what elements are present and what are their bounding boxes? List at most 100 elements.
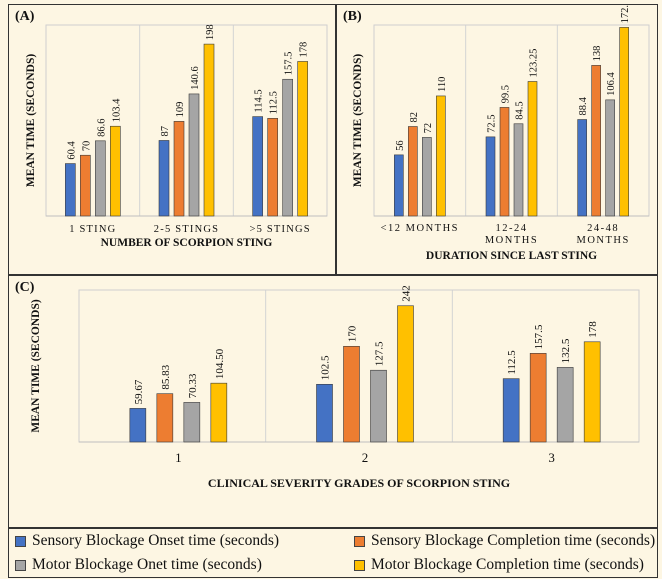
legend-swatch-motor-completion (354, 559, 365, 571)
bar-motor-completion (436, 95, 446, 217)
bar-motor-completion (297, 61, 308, 217)
x-tick-label: MONTHS (485, 235, 538, 246)
data-label: 99.5 (501, 85, 512, 103)
data-label: 72 (423, 123, 434, 134)
legend-item-sensory-completion: Sensory Blockage Completion time (second… (354, 532, 655, 550)
panel-b: (B) 56 82 72 110 <12 MONTHS 72.5 99.5 84.5 123.2… (336, 4, 658, 275)
x-tick-label: 2-5 STINGS (154, 224, 219, 235)
bar-motor-completion (210, 382, 228, 443)
data-label: 70 (81, 141, 92, 152)
data-label: 106.4 (606, 71, 617, 95)
y-axis-title: MEAN TIME (SECONDS) (25, 54, 37, 187)
x-tick-label: <12 MONTHS (381, 223, 459, 234)
data-label: 127.5 (374, 341, 386, 366)
bar-sensory-onset (577, 119, 587, 217)
data-label: 157.5 (533, 324, 545, 349)
data-label: 172.8 (620, 5, 631, 23)
legend: Sensory Blockage Onset time (seconds) Se… (8, 528, 658, 578)
bar-sensory-onset (485, 136, 496, 217)
panel-a: (A) 60.4 70 86.6 103.4 1 STING 87 109 140.6 198 2… (8, 4, 336, 275)
data-label: 242 (401, 285, 413, 302)
bar-motor-completion (203, 43, 215, 217)
bar-motor-completion (583, 341, 601, 443)
data-label: 59.67 (133, 379, 145, 404)
bar-sensory-completion (591, 65, 601, 217)
data-label: 88.4 (578, 96, 589, 115)
bar-motor-completion (110, 125, 121, 217)
x-tick-label: 24-48 (587, 223, 619, 234)
y-axis-title: MEAN TIME (SECONDS) (352, 54, 364, 187)
data-label: 112.5 (269, 91, 280, 114)
data-label: 157.5 (284, 52, 295, 76)
data-label: 112.5 (506, 350, 518, 375)
panel-c: (C) 59.67 85.83 70.33 104.50 1 102.5 170 127.5 2… (8, 275, 658, 528)
bar-sensory-completion (343, 345, 360, 443)
data-label: 110 (437, 77, 448, 92)
bar-sensory-completion (499, 107, 510, 217)
legend-item-motor-onset: Motor Blockage Onet time (seconds) (15, 556, 262, 574)
x-tick-label: 1 (175, 450, 182, 465)
legend-swatch-sensory-completion (354, 535, 365, 547)
bar-motor-onset (188, 93, 200, 217)
x-axis-title: CLINICAL SEVERITY GRADES OF SCORPION STI… (208, 476, 510, 490)
data-label: 123.25 (529, 49, 540, 78)
legend-label-motor-completion: Motor Blockage Completion time (seconds) (371, 556, 644, 573)
data-label: 72.5 (487, 114, 498, 132)
x-tick-label: MONTHS (576, 235, 629, 246)
bar-motor-onset (183, 402, 201, 443)
bar-sensory-onset (394, 154, 404, 217)
data-label: 60.4 (66, 140, 77, 159)
x-axis-title: NUMBER OF SCORPION STING (101, 237, 273, 249)
data-label: 170 (347, 325, 359, 342)
x-axis-title: DURATION SINCE LAST STING (426, 250, 597, 262)
bar-sensory-onset (252, 116, 263, 217)
x-tick-label: 2 (362, 450, 369, 465)
bar-motor-onset (422, 137, 432, 217)
bar-motor-onset (370, 369, 387, 443)
data-label: 84.5 (515, 101, 526, 119)
x-tick-label: 12-24 (496, 223, 528, 234)
data-label: 85.83 (160, 364, 172, 389)
data-label: 138 (592, 46, 603, 62)
bar-sensory-completion (529, 353, 547, 443)
legend-swatch-motor-onset (15, 559, 26, 571)
data-label: 70.33 (187, 373, 199, 398)
bar-sensory-onset (158, 140, 170, 217)
x-tick-label: >5 STINGS (249, 224, 310, 235)
bar-sensory-completion (80, 154, 91, 217)
bar-sensory-onset (316, 383, 333, 443)
legend-item-sensory-onset: Sensory Blockage Onset time (seconds) (15, 532, 279, 550)
data-label: 86.6 (96, 118, 107, 136)
bar-motor-completion (619, 27, 629, 217)
legend-label-sensory-completion: Sensory Blockage Completion time (second… (371, 532, 656, 549)
data-label: 114.5 (254, 89, 265, 112)
data-label: 178 (587, 321, 599, 338)
bar-sensory-completion (267, 118, 278, 217)
data-label: 109 (175, 102, 186, 118)
bar-sensory-onset (502, 378, 520, 443)
bar-sensory-completion (408, 126, 418, 217)
bar-motor-onset (282, 78, 293, 217)
bar-motor-onset (95, 140, 106, 217)
panel-b-label: (B) (343, 9, 362, 24)
x-tick-label: 1 STING (69, 224, 116, 235)
data-label: 82 (409, 112, 420, 123)
data-label: 102.5 (320, 355, 332, 380)
panel-c-label: (C) (15, 280, 35, 295)
chart-c: 59.67 85.83 70.33 104.50 1 102.5 170 127.5 242 2 1… (30, 285, 640, 490)
bar-motor-completion (397, 305, 414, 443)
data-label: 87 (160, 126, 171, 137)
legend-label-motor-onset: Motor Blockage Onet time (seconds) (32, 556, 262, 573)
bar-sensory-completion (173, 121, 185, 217)
x-tick-label: 3 (548, 450, 555, 465)
bar-motor-completion (527, 81, 538, 217)
data-label: 132.5 (560, 338, 572, 363)
data-label: 56 (395, 140, 406, 151)
data-label: 140.6 (190, 66, 201, 90)
legend-item-motor-completion: Motor Blockage Completion time (seconds) (354, 556, 644, 574)
data-label: 198 (205, 24, 216, 40)
bar-sensory-onset (65, 163, 76, 217)
data-label: 178 (299, 42, 310, 58)
legend-swatch-sensory-onset (15, 535, 26, 547)
